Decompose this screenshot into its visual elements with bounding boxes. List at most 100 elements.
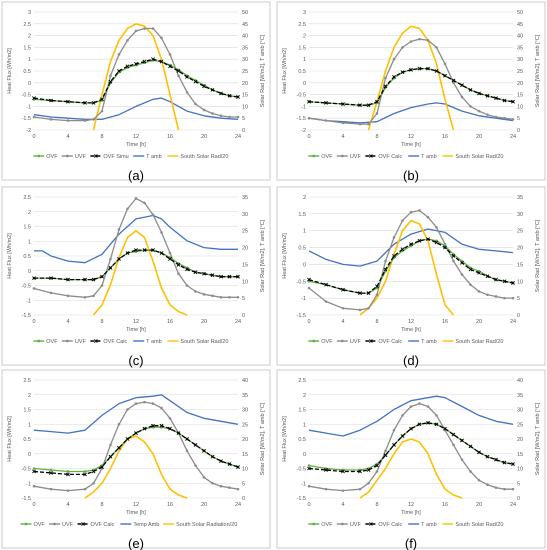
- series-line-south-solar-rad-20: [92, 229, 188, 316]
- y2-tick-label: 0: [517, 128, 520, 134]
- data-point: [383, 84, 388, 89]
- data-point: [49, 291, 53, 295]
- y2-tick-label: 30: [242, 57, 248, 63]
- data-point: [142, 426, 147, 431]
- data-point: [32, 276, 36, 281]
- y-tick-label: 2: [303, 195, 306, 201]
- data-point: [126, 207, 129, 211]
- data-point: [194, 102, 197, 106]
- data-point: [341, 102, 345, 106]
- legend-label: UVF: [75, 154, 87, 160]
- data-point: [400, 434, 405, 438]
- data-point: [460, 95, 464, 99]
- y-tick-label: -1: [26, 104, 31, 110]
- y-tick-label: 2: [28, 210, 31, 216]
- data-point: [307, 286, 311, 290]
- x-tick-label: 16: [167, 319, 173, 325]
- data-point: [452, 443, 455, 447]
- legend-marker: [65, 154, 69, 158]
- y2-tick-label: 25: [242, 422, 248, 428]
- y2-tick-label: 5: [517, 481, 520, 487]
- y2-tick-label: 10: [517, 467, 523, 473]
- y-tick-label: 1: [303, 57, 306, 63]
- data-point: [211, 294, 214, 298]
- y2-tick-label: 35: [517, 195, 523, 201]
- data-point: [227, 462, 232, 466]
- data-point: [177, 74, 180, 78]
- data-point: [324, 119, 328, 122]
- data-point: [434, 69, 439, 73]
- y-tick-label: -1: [301, 296, 306, 302]
- data-point: [409, 405, 413, 408]
- data-point: [400, 247, 405, 252]
- data-point: [109, 257, 112, 261]
- y-tick-label: -0.5: [297, 467, 306, 473]
- data-point: [168, 53, 172, 56]
- y-tick-label: 3: [303, 10, 306, 16]
- data-point: [143, 201, 146, 205]
- data-point: [307, 116, 311, 120]
- legend-label: UVF: [350, 522, 362, 528]
- data-point: [366, 103, 371, 108]
- data-point: [32, 484, 36, 488]
- y-tick-label: 1: [28, 239, 31, 245]
- data-point: [443, 245, 447, 250]
- legend: OVF UVF OVF Calc T amb South Solar Rad/20: [308, 522, 503, 528]
- data-point: [83, 487, 87, 491]
- y-axis-label: Heat Flux [Wh/m2]: [282, 48, 288, 94]
- y2-tick-label: 5: [517, 116, 520, 122]
- y2-tick-label: 20: [242, 437, 248, 443]
- series-line-t-amb: [308, 228, 514, 267]
- y2-tick-label: 35: [517, 45, 523, 51]
- y-axis-label: Heat Flux [Wh/m2]: [282, 416, 288, 462]
- y2-tick-label: 20: [517, 437, 523, 443]
- y-tick-label: -1.5: [297, 116, 306, 122]
- data-point: [219, 459, 223, 464]
- x-tick-label: 20: [201, 134, 207, 140]
- data-point: [511, 487, 515, 491]
- y-tick-label: 0.5: [298, 437, 306, 443]
- data-point: [502, 279, 507, 284]
- data-point: [485, 454, 490, 459]
- data-point: [228, 486, 231, 489]
- series-line-south-solar-rad-20: [367, 25, 455, 131]
- legend-label: T amb: [421, 522, 437, 528]
- series-line-t-amb: [308, 395, 514, 437]
- y2-tick-label: 10: [242, 467, 248, 473]
- x-tick-label: 0: [307, 134, 310, 140]
- data-point: [511, 281, 515, 285]
- y2-tick-label: 5: [242, 296, 245, 302]
- y2-axis-label: Solar Rad [W/m2], T amb [°C]: [535, 219, 541, 292]
- y2-tick-label: 30: [242, 408, 248, 414]
- y-axis-label: Heat Flux [Wh/m2]: [7, 416, 13, 462]
- data-point: [494, 277, 498, 282]
- legend-label: T amb: [146, 339, 162, 345]
- data-point: [511, 296, 515, 300]
- data-point: [468, 444, 473, 449]
- data-point: [143, 27, 146, 30]
- y-tick-label: 2: [28, 34, 31, 40]
- data-point: [468, 87, 473, 92]
- legend-label: T amb: [421, 154, 437, 160]
- legend-label: OVF Simu: [103, 154, 128, 160]
- data-point: [32, 115, 36, 119]
- x-tick-label: 0: [307, 502, 310, 508]
- x-tick-label: 8: [375, 502, 378, 508]
- y2-tick-label: 10: [517, 279, 523, 285]
- data-point: [324, 282, 328, 287]
- y-tick-label: 1.5: [298, 212, 306, 218]
- data-point: [494, 457, 498, 462]
- data-point: [117, 228, 121, 231]
- legend: OVF UVF OVF Calc T amb South Solar Rad/20: [308, 154, 503, 160]
- data-point: [159, 423, 164, 428]
- data-point: [160, 231, 163, 234]
- y2-tick-label: 5: [517, 296, 520, 302]
- data-point: [426, 215, 430, 219]
- data-point: [66, 470, 70, 473]
- data-point: [409, 426, 413, 431]
- legend-marker: [37, 339, 41, 343]
- y2-tick-label: 45: [517, 22, 523, 28]
- data-point: [159, 59, 164, 64]
- x-tick-label: 16: [167, 502, 173, 508]
